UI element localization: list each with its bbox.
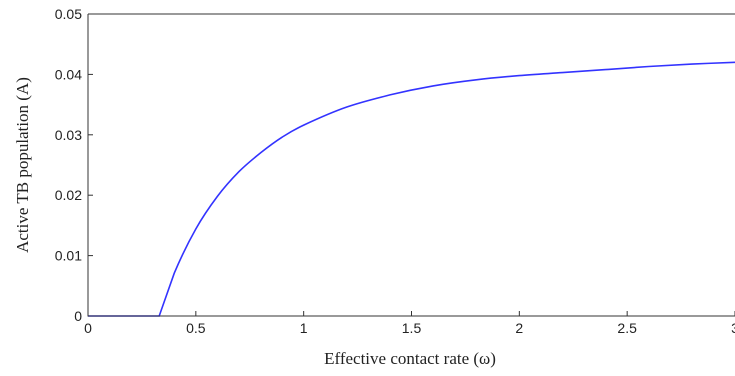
x-tick-label: 1 <box>300 320 308 336</box>
x-tick-label: 0.5 <box>186 320 206 336</box>
x-axis-label: Effective contact rate (ω) <box>324 349 496 368</box>
x-tick-label: 0 <box>84 320 92 336</box>
y-tick-label: 0 <box>74 308 82 324</box>
y-tick-label: 0.02 <box>55 187 82 203</box>
tick-layer: 0 0.5 1 1.5 2 2.5 3 0 0.01 0.02 0.03 0.04 0.05 <box>55 6 735 336</box>
plot-area <box>88 14 735 316</box>
series-layer <box>88 61 735 317</box>
y-tick-label: 0.03 <box>55 127 82 143</box>
y-tick-label: 0.04 <box>55 66 82 82</box>
series-line <box>88 61 735 317</box>
y-axis-label: Active TB population (A) <box>13 77 32 253</box>
x-tick-label: 1.5 <box>402 320 422 336</box>
y-tick-label: 0.05 <box>55 6 82 22</box>
y-tick-label: 0.01 <box>55 248 82 264</box>
x-tick-label: 3 <box>731 320 735 336</box>
x-tick-label: 2 <box>515 320 523 336</box>
x-tick-label: 2.5 <box>617 320 637 336</box>
